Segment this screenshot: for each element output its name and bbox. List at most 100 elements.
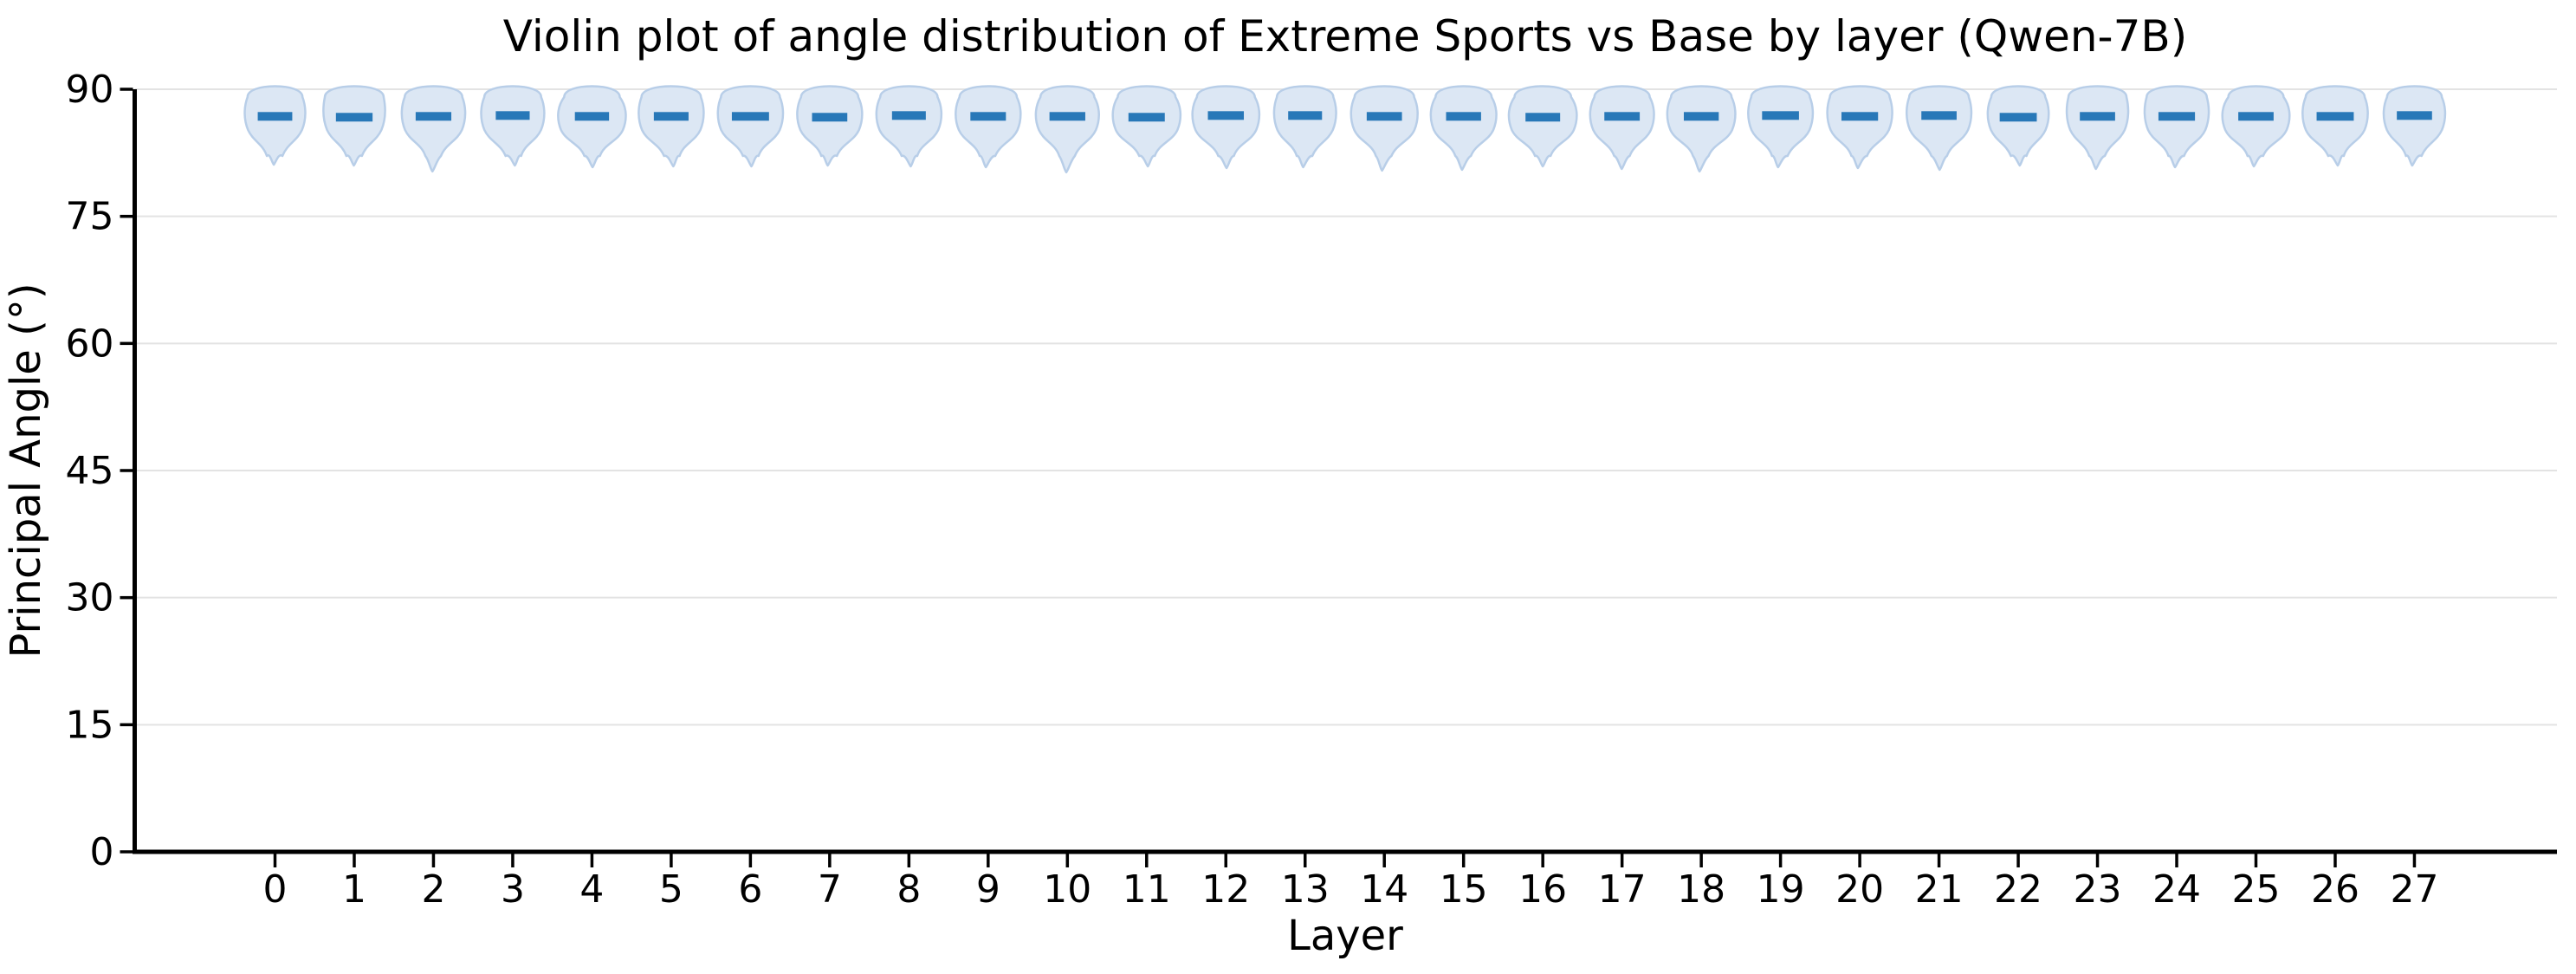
median-bar-25 <box>2238 112 2274 121</box>
median-bar-3 <box>495 111 530 120</box>
x-tick-label-11: 11 <box>1123 867 1171 912</box>
median-bar-6 <box>731 112 769 121</box>
axes-spines <box>133 89 2557 854</box>
x-tick-label-22: 22 <box>1994 867 2042 912</box>
violin-layer-4 <box>557 85 627 169</box>
violin-layer-21 <box>1905 85 1973 172</box>
median-bar-27 <box>2397 111 2432 120</box>
median-bar-2 <box>415 112 452 121</box>
violin-layer-2 <box>400 85 467 173</box>
median-bar-24 <box>2158 112 2196 121</box>
violin-layer-27 <box>2382 85 2447 167</box>
x-tick-label-24: 24 <box>2152 867 2201 912</box>
violin-layer-16 <box>1507 85 1578 168</box>
y-tick-label-0: 0 <box>90 830 114 874</box>
violin-layer-15 <box>1429 85 1498 172</box>
x-tick-label-12: 12 <box>1201 867 1250 912</box>
x-tick-label-15: 15 <box>1440 867 1488 912</box>
violin-layer-7 <box>796 85 864 167</box>
median-bar-19 <box>1762 111 1799 120</box>
x-tick-label-3: 3 <box>501 867 525 912</box>
y-tick-label-45: 45 <box>66 449 114 493</box>
median-bar-7 <box>812 113 848 122</box>
x-tick-label-9: 9 <box>976 867 1000 912</box>
x-tick-label-0: 0 <box>263 867 288 912</box>
violin-layer-5 <box>638 85 705 168</box>
violin-layer-22 <box>1986 85 2050 167</box>
violin-layer-19 <box>1747 85 1815 169</box>
x-tick-label-10: 10 <box>1043 867 1091 912</box>
x-tick-label-23: 23 <box>2074 867 2122 912</box>
violin-layer-10 <box>1034 85 1100 174</box>
median-bar-5 <box>653 112 689 121</box>
median-bar-4 <box>574 112 610 121</box>
x-tick-label-8: 8 <box>896 867 921 912</box>
violin-layer-9 <box>955 85 1022 169</box>
median-bar-23 <box>2080 112 2115 121</box>
median-bar-14 <box>1366 112 1402 121</box>
median-bar-9 <box>970 112 1006 121</box>
x-axis-label: Layer <box>1287 912 1403 960</box>
y-axis-label: Principal Angle (°) <box>2 282 50 658</box>
x-tick-label-16: 16 <box>1518 867 1567 912</box>
violin-layer-0 <box>243 85 307 166</box>
x-tick-label-2: 2 <box>421 867 445 912</box>
violin-layer-26 <box>2301 85 2369 167</box>
x-tick-label-1: 1 <box>342 867 366 912</box>
median-bar-10 <box>1049 112 1085 121</box>
median-bar-18 <box>1683 112 1719 121</box>
median-bar-8 <box>891 111 926 120</box>
violin-layer-25 <box>2221 85 2291 168</box>
y-tick-label-30: 30 <box>66 576 114 620</box>
violin-layer-17 <box>1589 85 1655 171</box>
median-bar-11 <box>1128 113 1165 122</box>
median-bar-12 <box>1207 111 1245 120</box>
violin-layer-14 <box>1349 85 1419 172</box>
y-tick-label-15: 15 <box>66 703 114 747</box>
gridlines <box>134 88 2557 853</box>
x-tick-label-20: 20 <box>1835 867 1884 912</box>
x-tick-label-4: 4 <box>579 867 604 912</box>
x-tick-label-17: 17 <box>1598 867 1647 912</box>
y-tick-label-60: 60 <box>66 321 114 366</box>
violin-layer-23 <box>2065 85 2130 171</box>
violin-layer-8 <box>875 85 943 168</box>
y-tick-label-75: 75 <box>66 195 114 239</box>
violin-layer-12 <box>1191 85 1261 170</box>
x-tick-label-21: 21 <box>1915 867 1964 912</box>
x-tick-label-5: 5 <box>659 867 683 912</box>
x-tick-label-25: 25 <box>2232 867 2281 912</box>
median-bar-17 <box>1604 112 1641 121</box>
x-tick-label-26: 26 <box>2311 867 2359 912</box>
violin-layer-18 <box>1666 85 1737 173</box>
y-tick-label-90: 90 <box>66 68 114 112</box>
median-bar-26 <box>2316 112 2354 121</box>
tick-marks <box>120 88 2417 867</box>
chart-title: Violin plot of angle distribution of Ext… <box>503 11 2187 62</box>
violin-layer-11 <box>1111 85 1182 168</box>
median-bar-13 <box>1288 111 1323 120</box>
median-bar-20 <box>1841 112 1879 121</box>
x-tick-label-19: 19 <box>1757 867 1805 912</box>
violin-layer-24 <box>2143 85 2210 169</box>
median-bar-1 <box>335 113 373 122</box>
median-bar-22 <box>1999 113 2037 122</box>
violin-layer-13 <box>1272 85 1337 169</box>
violin-layer-1 <box>322 85 386 167</box>
x-tick-label-18: 18 <box>1677 867 1725 912</box>
median-bar-21 <box>1921 111 1957 120</box>
violins <box>243 85 2447 174</box>
median-bar-15 <box>1446 112 1481 121</box>
x-tick-label-6: 6 <box>738 867 762 912</box>
x-tick-label-14: 14 <box>1360 867 1408 912</box>
median-bar-0 <box>257 112 293 121</box>
violin-layer-6 <box>716 85 785 168</box>
violin-layer-3 <box>480 85 546 167</box>
violin-layer-20 <box>1826 85 1893 170</box>
median-bar-16 <box>1525 113 1561 122</box>
x-tick-label-7: 7 <box>818 867 842 912</box>
x-tick-label-27: 27 <box>2390 867 2438 912</box>
